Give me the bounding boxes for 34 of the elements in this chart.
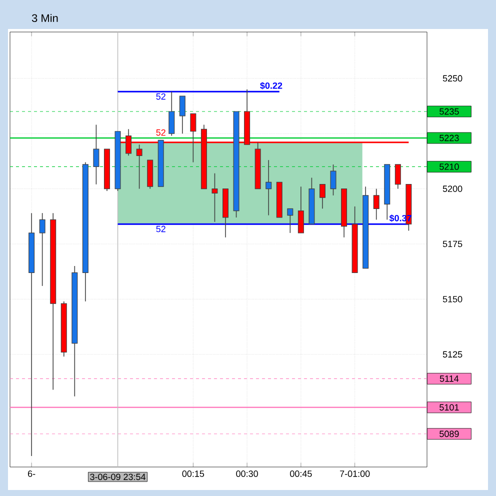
- ref-line-label: 5114: [440, 376, 459, 382]
- candlestick: [394, 164, 401, 190]
- x-tick-label: 00:30: [236, 470, 258, 477]
- candlestick: [319, 184, 326, 210]
- annotation: 52: [156, 93, 166, 100]
- candlestick: [39, 212, 46, 286]
- annotation: 52: [156, 129, 166, 136]
- y-tick-label: 5250: [442, 75, 462, 82]
- ref-line-label: 5101: [440, 404, 459, 411]
- x-tick-label: 7-01:00: [340, 470, 370, 477]
- annotation: 52: [156, 226, 166, 232]
- ref-line-label: 5223: [440, 134, 459, 142]
- candlestick: [298, 186, 304, 234]
- ref-line-label: 5210: [440, 164, 459, 170]
- candlestick: [287, 208, 294, 234]
- series-label: $0.22: [260, 82, 282, 90]
- candlestick: [93, 124, 100, 185]
- y-tick-label: 5150: [442, 296, 462, 302]
- y-tick-label: 5125: [442, 351, 462, 358]
- candlestick: [373, 188, 380, 220]
- candlestick: [212, 172, 218, 222]
- candlestick: [266, 160, 272, 216]
- ref-line-label: 5235: [440, 108, 459, 115]
- x-tick-label: 3-06-09 23:54: [90, 474, 146, 480]
- candlestick: [168, 91, 175, 136]
- y-tick-label: 5175: [442, 240, 462, 248]
- x-tick-label: 6-: [28, 470, 36, 477]
- candlestick: [179, 96, 186, 134]
- ref-line-label: 5089: [440, 430, 459, 438]
- candlestick: [330, 164, 336, 196]
- chart-title: 3 Min: [32, 14, 58, 22]
- x-tick-label: 00:45: [290, 470, 312, 477]
- x-tick-label: 00:15: [182, 470, 204, 477]
- y-tick-label: 5200: [442, 186, 462, 192]
